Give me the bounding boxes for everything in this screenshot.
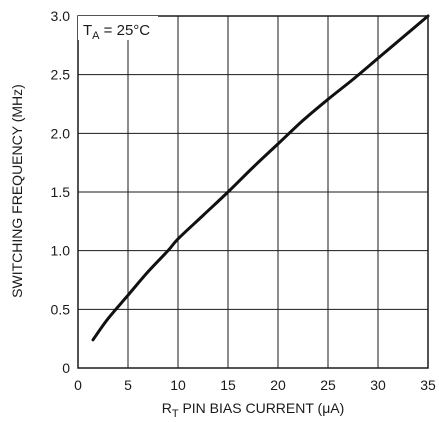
frame-layer <box>77 15 429 369</box>
series-line <box>91 14 430 342</box>
y-tick-label: 1.5 <box>51 184 71 200</box>
x-axis-title-prefix: R <box>162 400 172 416</box>
y-tick-label: 1.0 <box>51 243 71 259</box>
annotation-subscript: A <box>92 30 100 42</box>
x-tick-label: 0 <box>74 377 82 393</box>
x-tick-label: 30 <box>370 377 386 393</box>
y-tick-label: 0 <box>62 360 70 376</box>
annotation-suffix: = 25°C <box>100 22 151 39</box>
y-tick-label: 2.0 <box>51 125 71 141</box>
annotation-layer: TA = 25°C <box>78 16 158 42</box>
y-tick-label: 3.0 <box>51 8 71 24</box>
y-axis-title: SWITCHING FREQUENCY (MHz) <box>9 84 25 298</box>
tick-label-layer: 0 5 10 15 20 25 30 35 0 0.5 1.0 1.5 2.0 2.5 3.0 <box>51 8 436 393</box>
annotation-background <box>78 16 158 40</box>
y-tick-label: 2.5 <box>51 67 71 83</box>
x-tick-label: 10 <box>170 377 186 393</box>
temperature-annotation: TA = 25°C <box>83 22 150 42</box>
x-axis-title-suffix: PIN BIAS CURRENT (μA) <box>179 400 345 416</box>
annotation-prefix: T <box>83 22 92 39</box>
plot-frame <box>77 15 429 369</box>
x-tick-label: 25 <box>320 377 336 393</box>
y-tick-label: 0.5 <box>51 301 71 317</box>
x-tick-label: 20 <box>270 377 286 393</box>
x-axis-title: RT PIN BIAS CURRENT (μA) <box>162 400 345 420</box>
x-tick-label: 35 <box>420 377 436 393</box>
x-tick-label: 5 <box>124 377 132 393</box>
x-axis-title-subscript: T <box>172 408 179 420</box>
grid-layer <box>78 16 428 368</box>
x-tick-label: 15 <box>220 377 236 393</box>
line-layer <box>91 14 430 342</box>
